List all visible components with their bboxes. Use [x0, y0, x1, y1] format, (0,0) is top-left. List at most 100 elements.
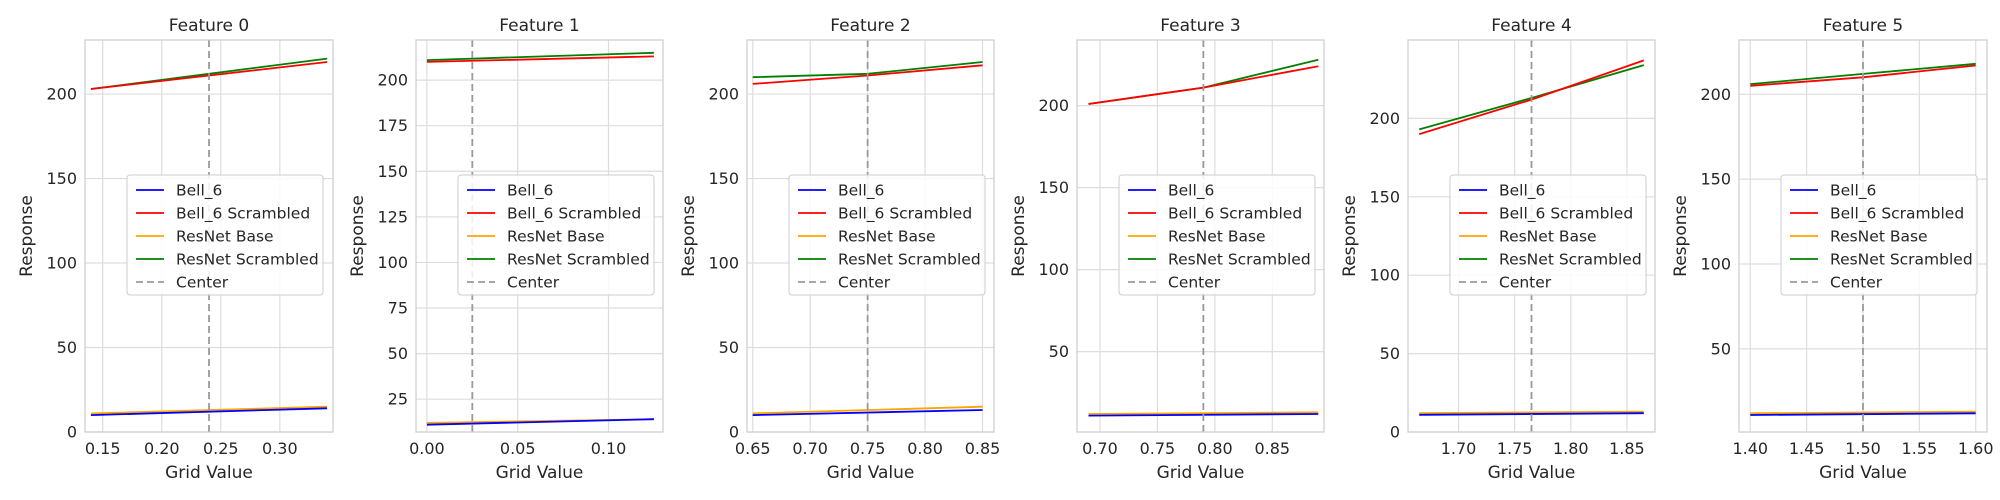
- y-axis-label: Response: [1340, 195, 1360, 277]
- legend-label: Center: [1168, 274, 1221, 292]
- x-tick-label: 0.25: [203, 439, 239, 458]
- x-tick-label: 0.65: [735, 439, 771, 458]
- y-tick-label: 100: [708, 254, 739, 273]
- legend-label: ResNet Base: [507, 228, 605, 246]
- y-tick-label: 200: [377, 71, 408, 90]
- y-tick-label: 200: [1700, 85, 1731, 104]
- subplot-title: Feature 5: [1823, 16, 1903, 36]
- series-line-resnet-base: [1419, 410, 1644, 415]
- legend-label: Bell_6: [1168, 182, 1214, 201]
- plot-frame: [415, 39, 664, 433]
- legend-label: Bell_6: [176, 182, 222, 201]
- legend-label: Bell_6 Scrambled: [507, 205, 641, 224]
- x-tick-label: 0.75: [1140, 439, 1176, 458]
- legend-label: ResNet Scrambled: [507, 251, 650, 269]
- legend-label: ResNet Base: [1168, 228, 1266, 246]
- y-tick-label: 75: [388, 299, 408, 318]
- subplot-3: 0.70 0.75 0.80 0.85 50 100 150 200 Feature 3 Grid…: [1009, 16, 1325, 483]
- x-axis-label: Grid Value: [1488, 463, 1576, 483]
- legend-label: Center: [838, 274, 891, 292]
- y-tick-label: 100: [1369, 266, 1400, 285]
- y-axis-label: Response: [1671, 195, 1691, 277]
- series-line-bell_6-scrambled: [426, 55, 654, 63]
- y-tick-label: 100: [46, 254, 77, 273]
- x-tick-label: 0.00: [409, 439, 445, 458]
- y-tick-label: 100: [1038, 260, 1069, 279]
- y-tick-label: 50: [57, 338, 77, 357]
- legend-label: ResNet Scrambled: [1168, 251, 1311, 269]
- series-line-resnet-scrambled: [426, 51, 654, 61]
- y-tick-label: 50: [1711, 339, 1731, 358]
- legend: Bell_6 Bell_6 Scrambled ResNet Base ResNet …: [1118, 174, 1316, 296]
- y-tick-label: 50: [1380, 344, 1400, 363]
- legend-label: Bell_6: [838, 182, 884, 201]
- legend-box: [126, 174, 324, 296]
- y-tick-label: 100: [377, 253, 408, 272]
- legend-label: ResNet Base: [838, 228, 936, 246]
- subplot-5: 1.40 1.45 1.50 1.55 1.60 50 100 150 200 Feature 5…: [1671, 16, 1994, 483]
- x-tick-label: 0.10: [591, 439, 627, 458]
- y-axis-label: Response: [17, 195, 37, 277]
- y-tick-label: 150: [46, 169, 77, 188]
- legend: Bell_6 Bell_6 Scrambled ResNet Base ResNet …: [126, 174, 324, 296]
- legend: Bell_6 Bell_6 Scrambled ResNet Base ResNet …: [1449, 174, 1647, 296]
- legend-label: Bell_6 Scrambled: [1168, 205, 1302, 224]
- x-tick-label: 1.70: [1441, 439, 1477, 458]
- y-tick-label: 150: [1369, 187, 1400, 206]
- plot-frame: [84, 39, 334, 433]
- legend-label: ResNet Base: [1499, 228, 1597, 246]
- legend-box: [1118, 174, 1316, 296]
- plot-frame: [1738, 39, 1988, 433]
- x-tick-label: 0.80: [907, 439, 943, 458]
- legend-label: Center: [1830, 274, 1883, 292]
- x-tick-label: 0.15: [85, 439, 121, 458]
- x-tick-label: 0.30: [262, 439, 298, 458]
- subplot-title: Feature 4: [1491, 16, 1571, 36]
- series-line-resnet-base: [90, 405, 328, 415]
- legend-label: Bell_6 Scrambled: [1830, 205, 1964, 224]
- x-tick-label: 1.60: [1958, 439, 1994, 458]
- x-tick-label: 1.85: [1609, 439, 1645, 458]
- subplot-title: Feature 0: [169, 16, 249, 36]
- legend: Bell_6 Bell_6 Scrambled ResNet Base ResNet …: [1780, 174, 1978, 296]
- y-tick-label: 0: [67, 423, 77, 442]
- x-tick-label: 0.75: [850, 439, 886, 458]
- x-tick-label: 0.20: [144, 439, 180, 458]
- subplot-4: 1.70 1.75 1.80 1.85 0 50 100 150 200 Feature 4 Gri…: [1340, 16, 1656, 483]
- x-tick-label: 1.55: [1902, 439, 1938, 458]
- y-tick-label: 150: [1700, 170, 1731, 189]
- legend-label: Bell_6 Scrambled: [1499, 205, 1633, 224]
- y-tick-label: 150: [377, 162, 408, 181]
- legend: Bell_6 Bell_6 Scrambled ResNet Base ResNet …: [457, 174, 655, 296]
- y-tick-label: 50: [1049, 342, 1069, 361]
- series-line-bell_6: [90, 407, 328, 416]
- legend-label: ResNet Base: [1830, 228, 1928, 246]
- legend: Bell_6 Bell_6 Scrambled ResNet Base ResNet …: [788, 174, 986, 296]
- y-tick-label: 50: [388, 344, 408, 363]
- series-line-resnet-base: [1088, 411, 1319, 415]
- x-tick-label: 0.70: [792, 439, 828, 458]
- subplot-1: 0.00 0.05 0.10 25 50 75 100 125 150 175 200 Feature…: [348, 16, 664, 483]
- y-tick-label: 25: [388, 390, 408, 409]
- x-tick-label: 1.75: [1497, 439, 1533, 458]
- y-tick-label: 125: [377, 207, 408, 226]
- x-tick-label: 0.80: [1197, 439, 1233, 458]
- y-tick-label: 200: [708, 85, 739, 104]
- series-line-resnet-base: [1750, 410, 1976, 415]
- subplot-0: 0.15 0.20 0.25 0.30 0 50 100 150 200 Feature 0 Gri…: [17, 16, 334, 483]
- plot-frame: [1076, 39, 1325, 433]
- x-tick-label: 0.05: [500, 439, 536, 458]
- subplot-title: Feature 1: [499, 16, 579, 36]
- x-tick-label: 1.50: [1845, 439, 1881, 458]
- y-tick-label: 0: [729, 423, 739, 442]
- y-tick-label: 0: [1390, 423, 1400, 442]
- subplot-2: 0.65 0.70 0.75 0.80 0.85 0 50 100 150 200 Feature …: [679, 16, 1000, 483]
- x-tick-label: 0.70: [1082, 439, 1118, 458]
- x-axis-label: Grid Value: [827, 463, 915, 483]
- series-line-bell_6: [752, 409, 983, 416]
- legend-box: [1449, 174, 1647, 296]
- y-axis-label: Response: [1009, 195, 1029, 277]
- x-tick-label: 0.85: [965, 439, 1001, 458]
- legend-label: Center: [176, 274, 229, 292]
